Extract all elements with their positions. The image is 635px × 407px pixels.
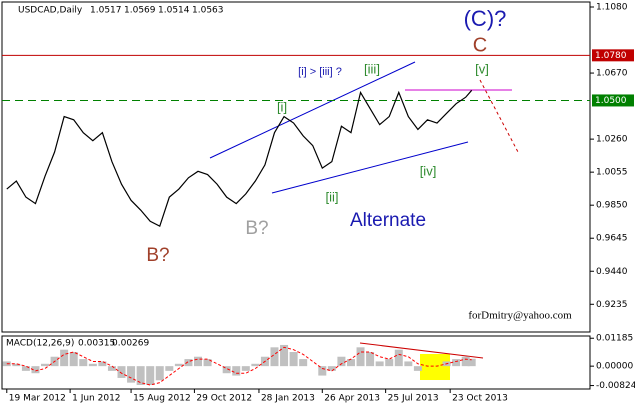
highlight <box>420 354 450 380</box>
macd-bar <box>203 359 212 367</box>
x-tick-label: 25 Jul 2013 <box>388 394 439 404</box>
macd-bar <box>356 347 365 367</box>
open: 1.0517 <box>90 6 122 16</box>
macd-bar <box>21 366 30 371</box>
macd-bar <box>127 366 136 383</box>
level-label: 1.0500 <box>595 96 627 106</box>
macd-bar <box>280 344 289 367</box>
x-tick-label: 29 Oct 2012 <box>196 394 252 404</box>
macd-trend <box>359 342 484 359</box>
x-tick-label: 28 Jan 2013 <box>261 394 315 404</box>
annotation: C <box>473 34 487 56</box>
macd-value: 0.00315 <box>78 339 115 349</box>
y-tick-label: 0.9850 <box>596 201 628 211</box>
annotation: forDmitry@yahoo.com <box>468 310 572 322</box>
macd-bar <box>413 366 422 371</box>
y-tick-label: 1.0670 <box>596 69 628 79</box>
macd-bar <box>394 349 403 367</box>
annotation: [ii] <box>326 189 339 204</box>
y-tick-label: 0.01185 <box>596 334 633 344</box>
macd-bar <box>31 366 40 374</box>
annotation: Alternate <box>350 210 426 231</box>
y-tick-label: 0.9645 <box>596 234 628 244</box>
main-frame <box>1 1 591 333</box>
annotation: B? <box>245 218 268 239</box>
macd-bar <box>194 356 202 367</box>
macd-bar <box>467 358 476 367</box>
annotation: [iv] <box>420 163 437 178</box>
macd-bar <box>222 366 231 374</box>
y-tick-label: 0.9440 <box>596 267 628 277</box>
macd-bar <box>232 366 241 376</box>
macd-bar <box>69 352 78 367</box>
x-tick-label: 1 Jun 2012 <box>72 394 120 404</box>
macd-bar <box>155 366 164 381</box>
annotation: [iii] <box>364 61 380 76</box>
macd-bar <box>404 361 413 367</box>
signal-line <box>6 346 472 386</box>
y-tick-label: 0.00000 <box>596 362 633 372</box>
macd-bar <box>41 363 50 367</box>
macd-bar <box>12 363 21 367</box>
macd-bar <box>318 366 327 376</box>
y-tick-label: 1.1080 <box>596 2 628 12</box>
symbol: USDCAD,Daily <box>18 6 83 16</box>
low: 1.0514 <box>158 6 190 16</box>
y-tick-label: 1.0260 <box>596 135 628 145</box>
annotation: [v] <box>475 61 489 76</box>
y-tick-label: -0.00824 <box>596 381 635 391</box>
macd-bar <box>88 363 97 367</box>
annotation: (C)? <box>464 6 507 31</box>
macd-bar <box>461 356 470 367</box>
x-tick-label: 26 Apr 2013 <box>324 394 380 404</box>
macd-bar <box>117 366 126 378</box>
macd-bar <box>146 366 155 385</box>
macd-bar <box>299 359 308 367</box>
macd-bar <box>270 347 279 367</box>
macd-bar <box>79 359 88 367</box>
macd-bar <box>375 361 384 367</box>
trend-line <box>209 61 416 159</box>
price-line <box>6 89 473 227</box>
annotation: [i] <box>277 99 287 114</box>
y-tick-label: 0.9235 <box>596 300 628 310</box>
trend-line <box>271 141 469 194</box>
signal-value: 0.00269 <box>112 339 149 349</box>
macd-bar <box>251 363 260 367</box>
macd-bar <box>184 359 193 367</box>
macd-bar <box>346 359 355 367</box>
annotation: [i] > [iii] ? <box>298 66 342 78</box>
macd-bar <box>289 352 298 367</box>
projection <box>479 79 519 153</box>
macd-bar <box>385 359 394 367</box>
macd-bar <box>366 352 375 367</box>
macd-bar <box>337 356 346 367</box>
macd-bar <box>241 366 250 371</box>
macd-title: MACD(12,26,9) <box>6 339 74 349</box>
macd-bar <box>165 366 174 371</box>
macd-bar <box>136 366 145 385</box>
y-tick-label: 1.0055 <box>596 168 628 178</box>
x-tick-label: 15 Aug 2012 <box>133 394 191 404</box>
x-tick-label: 19 Mar 2012 <box>9 394 66 404</box>
level-label: 1.0780 <box>595 51 627 61</box>
macd-bar <box>174 363 183 367</box>
macd-bar <box>327 366 336 371</box>
level-box <box>592 94 634 107</box>
level-box <box>592 49 634 62</box>
macd-bar <box>107 366 116 371</box>
close: 1.0563 <box>192 6 224 16</box>
macd-bar <box>60 349 69 367</box>
annotation: B? <box>146 245 169 266</box>
macd-bar <box>98 361 107 367</box>
high: 1.0569 <box>124 6 156 16</box>
x-tick-label: 23 Oct 2013 <box>452 394 508 404</box>
macd-bar <box>452 359 461 367</box>
